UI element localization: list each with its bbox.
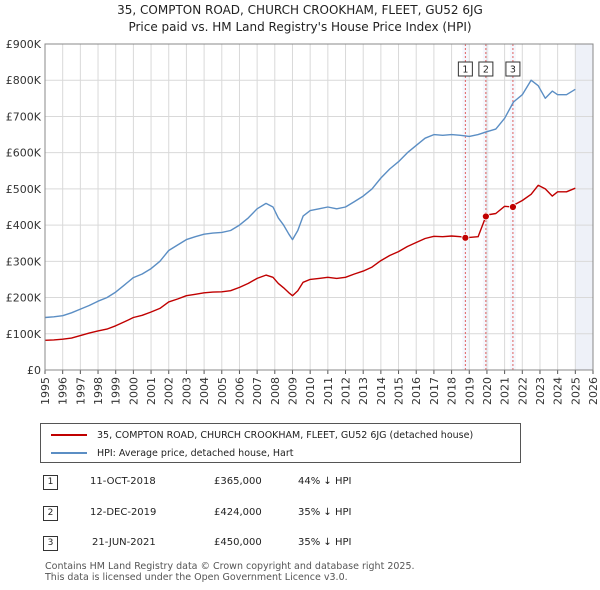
projection-region (575, 44, 593, 370)
sale-hpi-diff: 35% ↓ HPI (298, 507, 352, 518)
sale-marker-box (478, 61, 494, 77)
legend-label-property: 35, COMPTON ROAD, CHURCH CROOKHAM, FLEET… (97, 429, 474, 441)
x-tick-label: 2016 (410, 377, 423, 405)
sale-band (462, 44, 469, 370)
y-tick-label: £800K (6, 74, 42, 87)
x-tick-label: 2006 (233, 377, 246, 405)
chart-title: 35, COMPTON ROAD, CHURCH CROOKHAM, FLEET… (117, 3, 483, 17)
price-chart: £0 £100K £200K £300K £400K £500K £600K £700K £80… (6, 38, 600, 405)
sale-row: 1 11-OCT-2018 £365,000 44% ↓ HPI (40, 472, 440, 492)
x-tick-label: 2008 (269, 377, 282, 405)
x-tick-label: 2013 (357, 377, 370, 405)
sale-price: £450,000 (214, 537, 262, 548)
x-tick-label: 2021 (499, 377, 512, 405)
x-tick-label: 1996 (57, 377, 70, 405)
y-tick-label: £700K (6, 110, 42, 123)
sale-marker: 1 (43, 475, 58, 490)
sale-price: £365,000 (214, 476, 262, 487)
sale-band (482, 44, 489, 370)
y-tick-label: £100K (6, 328, 42, 341)
sale-marker-label: 3 (510, 65, 516, 76)
plot-border (44, 43, 594, 371)
legend-label-hpi: HPI: Average price, detached house, Hart (97, 447, 294, 459)
x-tick-label: 2024 (552, 377, 565, 405)
y-tick-label: £200K (6, 292, 42, 305)
x-tick-label: 1999 (110, 377, 123, 405)
x-tick-label: 2026 (587, 377, 600, 405)
chart-subtitle: Price paid vs. HM Land Registry's House … (128, 20, 472, 34)
sale-date: 12-DEC-2019 (90, 507, 157, 518)
y-tick-label: £0 (27, 364, 41, 377)
sale-marker: 3 (43, 536, 58, 551)
footer-copyright: Contains HM Land Registry data © Crown c… (45, 561, 415, 572)
legend-item-property: 35, COMPTON ROAD, CHURCH CROOKHAM, FLEET… (51, 427, 473, 443)
x-tick-label: 2019 (463, 377, 476, 405)
sale-point (481, 212, 490, 221)
y-tick-label: £400K (6, 219, 42, 232)
y-tick-label: £500K (6, 183, 42, 196)
x-tick-label: 2020 (481, 377, 494, 405)
plot-area (45, 44, 593, 370)
sale-row: 3 21-JUN-2021 £450,000 35% ↓ HPI (40, 533, 440, 553)
x-tick-label: 2015 (393, 377, 406, 405)
sale-point (461, 233, 470, 242)
x-tick-label: 1998 (92, 377, 105, 405)
x-tick-label: 2023 (534, 377, 547, 405)
sale-marker-label: 2 (483, 65, 489, 76)
footer-attribution: Contains HM Land Registry data © Crown c… (45, 561, 415, 583)
x-tick-label: 2011 (322, 377, 335, 405)
x-tick-label: 2014 (375, 377, 388, 405)
sale-marker: 2 (43, 506, 58, 521)
x-tick-label: 2000 (127, 377, 140, 405)
legend-item-hpi: HPI: Average price, detached house, Hart (51, 445, 293, 461)
sale-date: 11-OCT-2018 (90, 476, 156, 487)
x-tick-label: 2018 (446, 377, 459, 405)
sale-point (509, 203, 517, 211)
footer-license: This data is licensed under the Open Gov… (45, 572, 348, 583)
x-tick-label: 2009 (286, 377, 299, 405)
y-tick-label: £900K (6, 38, 42, 51)
x-tick-label: 1997 (74, 377, 87, 405)
x-tick-label: 2012 (340, 377, 353, 405)
y-tick-label: £600K (6, 147, 42, 160)
x-tick-label: 2001 (145, 377, 158, 405)
sale-hpi-diff: 44% ↓ HPI (298, 476, 352, 487)
x-tick-label: 1995 (39, 377, 52, 405)
hpi-series-line (44, 79, 576, 319)
x-tick-label: 2010 (304, 377, 317, 405)
x-tick-label: 2017 (428, 377, 441, 405)
x-tick-label: 2022 (516, 377, 529, 405)
legend-swatch-property (51, 434, 87, 436)
sale-hpi-diff: 35% ↓ HPI (298, 537, 352, 548)
y-tick-label: £300K (6, 255, 42, 268)
sale-marker-label: 1 (462, 65, 468, 76)
x-tick-label: 2002 (163, 377, 176, 405)
sale-marker-box (457, 61, 473, 77)
property-series-line (44, 184, 576, 341)
sale-price: £424,000 (214, 507, 262, 518)
x-tick-label: 2003 (180, 377, 193, 405)
x-tick-label: 2005 (216, 377, 229, 405)
x-tick-label: 2007 (251, 377, 264, 405)
x-tick-label: 2025 (569, 377, 582, 405)
x-tick-label: 2004 (198, 377, 211, 405)
sale-date: 21-JUN-2021 (92, 537, 156, 548)
sale-row: 2 12-DEC-2019 £424,000 35% ↓ HPI (40, 503, 440, 523)
chart-legend: 35, COMPTON ROAD, CHURCH CROOKHAM, FLEET… (40, 423, 521, 463)
sale-marker-box (505, 61, 521, 77)
legend-swatch-hpi (51, 452, 87, 454)
